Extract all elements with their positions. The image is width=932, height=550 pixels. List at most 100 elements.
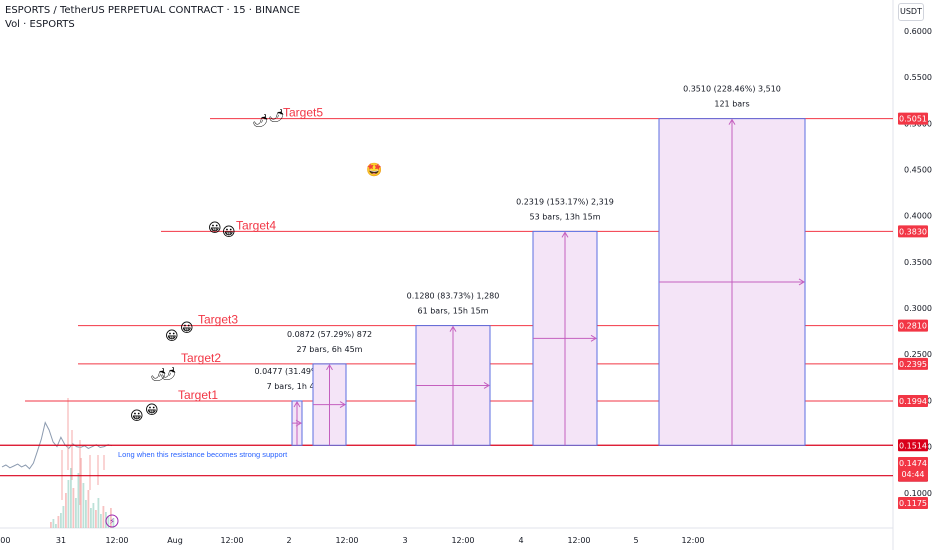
volume-bar [82, 483, 85, 528]
measure-label: 0.3510 (228.46%) 3,510 [683, 85, 781, 94]
measure-label: 0.0872 (57.29%) 872 [287, 330, 372, 339]
x-tick-label: 12:00 [567, 536, 590, 545]
volume-bar [77, 473, 80, 528]
measure-arrowhead [483, 382, 490, 389]
measure-arrowhead [798, 278, 805, 286]
y-tick-label: 0.1000 [904, 489, 932, 498]
emoji-decoration: 😀 [208, 221, 222, 236]
target-label: Target2 [181, 351, 221, 365]
chart-title: ESPORTS / TetherUS PERPETUAL CONTRACT · … [5, 5, 301, 16]
measure-label: 0.1280 (83.73%) 1,280 [407, 292, 500, 301]
volume-bar [57, 516, 60, 528]
volume-bar [65, 493, 67, 528]
measure-label: 7 bars, 1h 45m [267, 382, 328, 391]
volume-label: Vol · ESPORTS [5, 19, 75, 30]
y-tick-label: 0.4000 [904, 212, 932, 221]
x-tick-label: 12:00 [681, 536, 704, 545]
y-tick-label: 0.3000 [904, 304, 932, 313]
volume-bar [107, 516, 110, 528]
price-tag-bg [898, 497, 928, 509]
support-note: Long when this resistance becomes strong… [118, 450, 288, 459]
measure-label: 27 bars, 6h 45m [297, 345, 363, 354]
price-tag: 0.2810 [899, 322, 927, 331]
volume-bar [85, 500, 87, 528]
price-tag-bg [898, 394, 928, 407]
volume-bar [95, 510, 97, 528]
measure-arrowhead [293, 400, 301, 408]
measure-arrowhead [728, 118, 736, 125]
emoji-decoration: 🌶 [268, 109, 285, 124]
y-tick-label: 0.6000 [904, 27, 932, 36]
volume-bar [62, 506, 65, 528]
price-tag-bg [898, 112, 928, 125]
measure-label: 121 bars [714, 100, 749, 109]
y-tick-label: 0.2500 [904, 350, 932, 359]
volume-bar [50, 522, 52, 528]
price-tag: 0.1514 [899, 441, 927, 450]
emoji-decoration: 😀 [145, 403, 159, 418]
emoji-decoration: 😀 [180, 321, 194, 336]
y-tick-label: 0.3500 [904, 258, 932, 267]
emoji-decoration: 🌶 [160, 367, 177, 382]
volume-bar [72, 488, 75, 528]
x-tick-label: 12:00 [451, 536, 474, 545]
x-tick-label: 31 [56, 536, 66, 545]
x-tick-label: 12:00 [105, 536, 128, 545]
x-tick-label: Aug [167, 536, 183, 545]
y-tick-label: 0.4500 [904, 166, 932, 175]
price-tag-bg [898, 439, 928, 452]
emoji-decoration: 😀 [165, 329, 179, 344]
volume-bar [90, 508, 92, 528]
emoji-decoration: 🌶 [150, 368, 167, 383]
volume-bar [70, 468, 72, 528]
volume-bar [80, 458, 82, 528]
emoji-decoration: 🌶 [252, 114, 269, 129]
measure-label: 0.0477 (31.49%) 477 [254, 367, 339, 376]
volume-bar [67, 480, 70, 528]
measure-arrowhead [449, 325, 457, 332]
volume-bar [112, 518, 115, 528]
x-tick-label: 2 [286, 536, 291, 545]
measure-arrowhead [295, 419, 302, 427]
target-label: Target3 [198, 313, 238, 327]
measure-arrowhead [561, 231, 569, 238]
x-tick-label: 4 [518, 536, 523, 545]
x-tick-label: :00 [0, 536, 10, 545]
measure-arrowhead [339, 401, 346, 409]
volume-bar [52, 519, 55, 528]
emoji-decoration: 😀 [222, 225, 236, 240]
currency-button[interactable]: USDT [898, 3, 924, 21]
volume-bar [102, 506, 105, 528]
emoji-decoration: 😀 [130, 409, 144, 424]
x-tick-label: 5 [633, 536, 638, 545]
volume-bar [100, 514, 102, 528]
price-tag-bg [898, 357, 928, 370]
volume-bar [55, 524, 57, 528]
price-tag: 0.1175 [899, 499, 927, 508]
price-series-line [1, 421, 113, 470]
volume-bar [60, 513, 62, 528]
price-tag-bg [898, 225, 928, 238]
volume-bar [75, 498, 77, 528]
lightning-icon [105, 514, 119, 528]
price-tag: 0.5051 [899, 115, 927, 124]
price-tag: 0.3830 [899, 227, 927, 236]
target-label: Target1 [178, 388, 218, 402]
y-tick-label: 0.5500 [904, 73, 932, 82]
target-label: Target4 [236, 218, 276, 232]
current-price-tag-bg [898, 457, 928, 481]
price-tag-bg [898, 319, 928, 332]
measure-arrowhead [590, 334, 597, 342]
lightning-icon: ⚡ [109, 517, 115, 526]
measure-label: 61 bars, 15h 15m [417, 307, 488, 316]
price-tag: 0.2395 [899, 360, 927, 369]
measure-arrowhead [326, 363, 333, 371]
countdown: 04:44 [901, 470, 924, 479]
volume-bar [87, 490, 90, 528]
x-tick-label: 12:00 [335, 536, 358, 545]
measure-label: 53 bars, 13h 15m [529, 212, 600, 221]
target-label: Target5 [283, 106, 323, 120]
price-tag: 0.1994 [899, 397, 927, 406]
volume-bar [97, 498, 100, 528]
